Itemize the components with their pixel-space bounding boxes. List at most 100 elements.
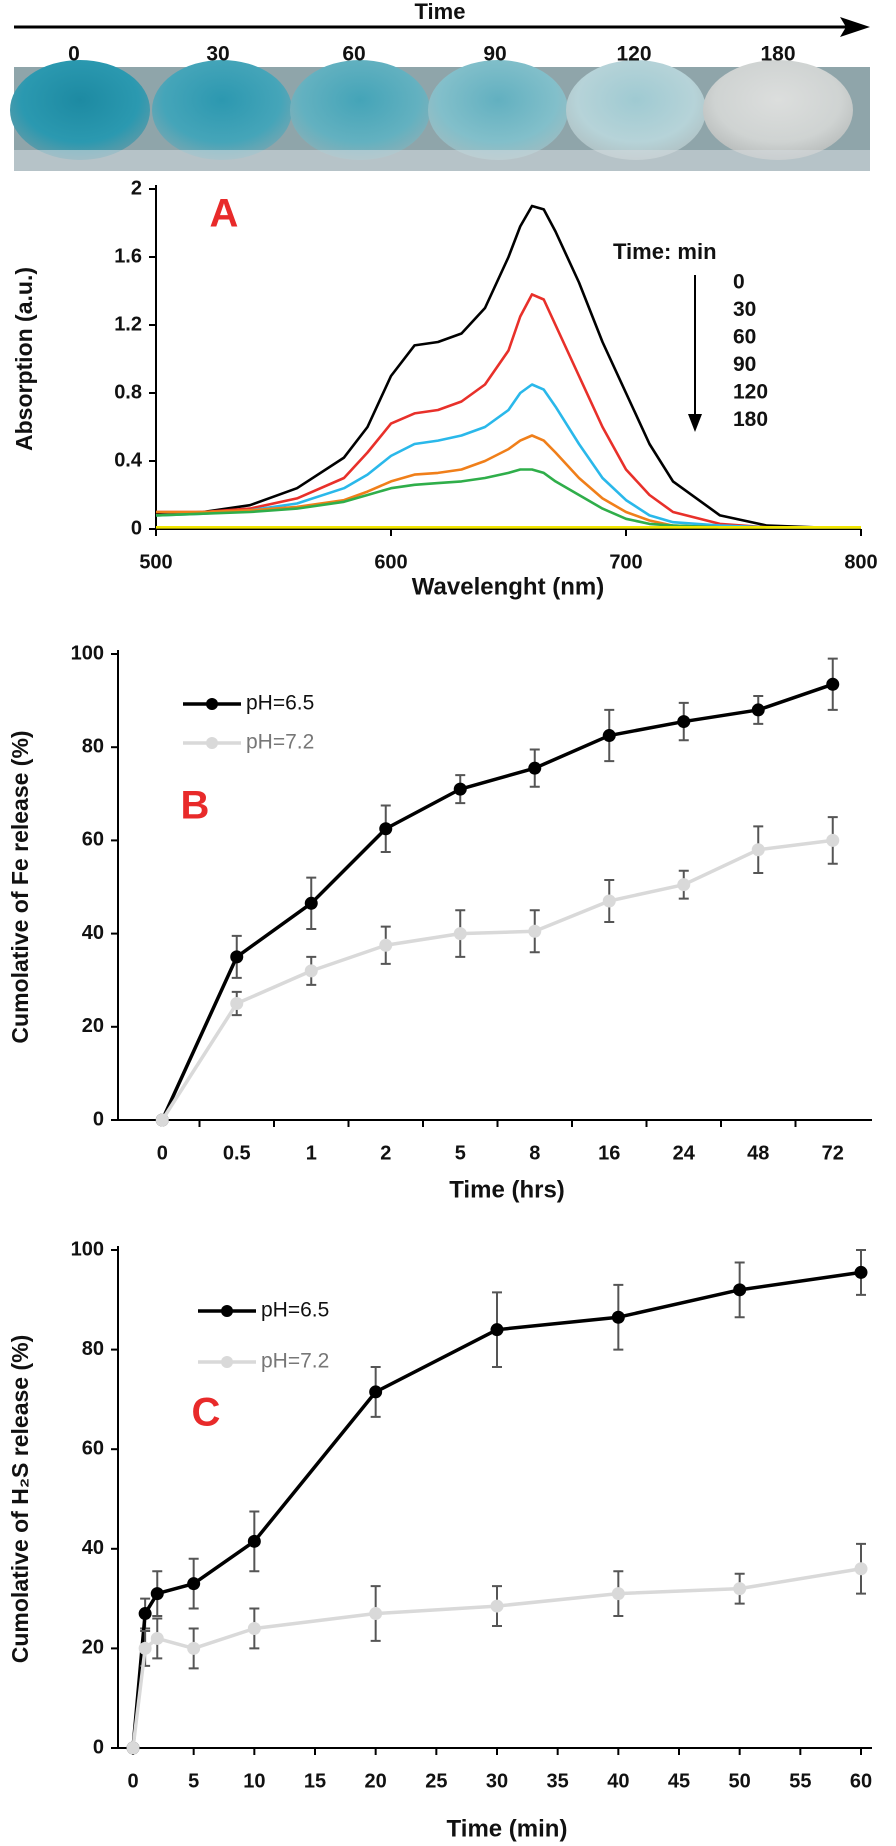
well bbox=[10, 60, 150, 160]
marker bbox=[230, 950, 244, 964]
x-tick-label: 20 bbox=[365, 1770, 387, 1792]
x-tick-label: 50 bbox=[729, 1770, 751, 1792]
y-tick-label: 100 bbox=[71, 642, 104, 664]
marker bbox=[826, 833, 840, 847]
marker bbox=[490, 1323, 504, 1337]
time-arrowhead bbox=[840, 17, 870, 37]
marker bbox=[733, 1283, 747, 1297]
legend-marker bbox=[206, 698, 218, 710]
x-tick-label: 40 bbox=[607, 1770, 629, 1792]
marker bbox=[611, 1587, 625, 1601]
legend-arrowhead bbox=[688, 414, 702, 432]
marker bbox=[611, 1310, 625, 1324]
x-tick-label: 60 bbox=[850, 1770, 872, 1792]
time-point-label: 180 bbox=[760, 43, 795, 66]
series-line bbox=[155, 383, 861, 529]
y-tick-label: 0 bbox=[93, 1108, 104, 1130]
marker bbox=[138, 1641, 152, 1655]
y-tick-label: 80 bbox=[82, 1338, 104, 1360]
y-tick-label: 60 bbox=[82, 1437, 104, 1459]
marker bbox=[304, 964, 318, 978]
well bbox=[152, 60, 292, 160]
x-tick-label: 500 bbox=[139, 551, 172, 573]
time-point-label: 90 bbox=[483, 43, 506, 66]
legend-title: Time: min bbox=[613, 239, 717, 264]
x-tick-label: 35 bbox=[547, 1770, 569, 1792]
legend-label: pH=7.2 bbox=[261, 1350, 329, 1373]
x-tick-label: 25 bbox=[425, 1770, 447, 1792]
x-tick-label: 8 bbox=[529, 1142, 540, 1164]
time-point-label: 0 bbox=[68, 43, 80, 66]
marker bbox=[187, 1577, 201, 1591]
y-tick-label: 60 bbox=[82, 829, 104, 851]
marker bbox=[150, 1587, 164, 1601]
marker bbox=[854, 1562, 868, 1576]
series-line bbox=[131, 1566, 862, 1749]
legend-label: 0 bbox=[733, 271, 745, 294]
well bbox=[566, 60, 706, 160]
marker bbox=[230, 997, 244, 1010]
series-line bbox=[160, 838, 833, 1121]
marker bbox=[453, 782, 467, 796]
panel-label: A bbox=[210, 192, 239, 236]
x-tick-label: 800 bbox=[844, 551, 877, 573]
time-point-label: 30 bbox=[206, 43, 229, 66]
series-line bbox=[155, 468, 861, 529]
series-line bbox=[155, 204, 861, 529]
marker bbox=[247, 1621, 261, 1635]
marker bbox=[150, 1631, 164, 1645]
y-tick-label: 2 bbox=[131, 177, 142, 199]
marker bbox=[528, 761, 542, 775]
marker bbox=[733, 1582, 747, 1596]
x-tick-label: 700 bbox=[609, 551, 642, 573]
x-tick-label: 0 bbox=[157, 1142, 168, 1164]
time-point-label: 60 bbox=[342, 43, 365, 66]
marker bbox=[369, 1385, 383, 1399]
y-axis-label: Absorption (a.u.) bbox=[11, 267, 37, 451]
y-tick-label: 1.6 bbox=[114, 245, 142, 267]
y-axis-label: Cumolative of Fe release (%) bbox=[7, 730, 33, 1043]
marker bbox=[602, 729, 616, 743]
marker bbox=[826, 677, 840, 691]
legend-marker bbox=[221, 1305, 233, 1317]
x-tick-label: 5 bbox=[188, 1770, 199, 1792]
legend-marker bbox=[221, 1356, 233, 1368]
y-tick-label: 0 bbox=[131, 517, 142, 539]
well bbox=[290, 60, 430, 160]
y-tick-label: 0.4 bbox=[114, 449, 143, 471]
marker bbox=[138, 1607, 152, 1621]
legend-label: pH=6.5 bbox=[246, 692, 314, 715]
marker bbox=[854, 1265, 868, 1279]
time-point-label: 120 bbox=[616, 43, 651, 66]
x-tick-label: 600 bbox=[374, 551, 407, 573]
series-line bbox=[156, 434, 861, 529]
y-tick-label: 0.8 bbox=[114, 381, 142, 403]
x-tick-label: 72 bbox=[822, 1142, 844, 1164]
y-axis-label: Cumolative of H₂S release (%) bbox=[7, 1335, 33, 1663]
marker bbox=[126, 1741, 140, 1755]
photo-rim bbox=[14, 150, 870, 171]
marker bbox=[247, 1534, 261, 1548]
x-axis-label: Wavelenght (nm) bbox=[412, 573, 604, 600]
marker bbox=[602, 894, 616, 908]
x-tick-label: 10 bbox=[243, 1770, 265, 1792]
x-tick-label: 24 bbox=[673, 1142, 696, 1164]
x-tick-label: 48 bbox=[747, 1142, 769, 1164]
x-axis-label: Time (min) bbox=[447, 1815, 568, 1842]
marker bbox=[187, 1641, 201, 1655]
x-tick-label: 0 bbox=[127, 1770, 138, 1792]
panel-label: B bbox=[181, 784, 210, 828]
time-title: Time bbox=[415, 0, 466, 24]
x-tick-label: 55 bbox=[789, 1770, 811, 1792]
marker bbox=[751, 703, 765, 717]
marker bbox=[677, 878, 691, 892]
legend-label: 180 bbox=[733, 408, 768, 431]
x-tick-label: 45 bbox=[668, 1770, 690, 1792]
x-tick-label: 0.5 bbox=[223, 1142, 251, 1164]
marker bbox=[155, 1113, 169, 1127]
header: Time bbox=[14, 0, 870, 37]
legend-label: 90 bbox=[733, 353, 756, 376]
series-line bbox=[131, 1270, 862, 1749]
marker bbox=[304, 896, 318, 910]
legend-label: pH=6.5 bbox=[261, 1299, 329, 1322]
